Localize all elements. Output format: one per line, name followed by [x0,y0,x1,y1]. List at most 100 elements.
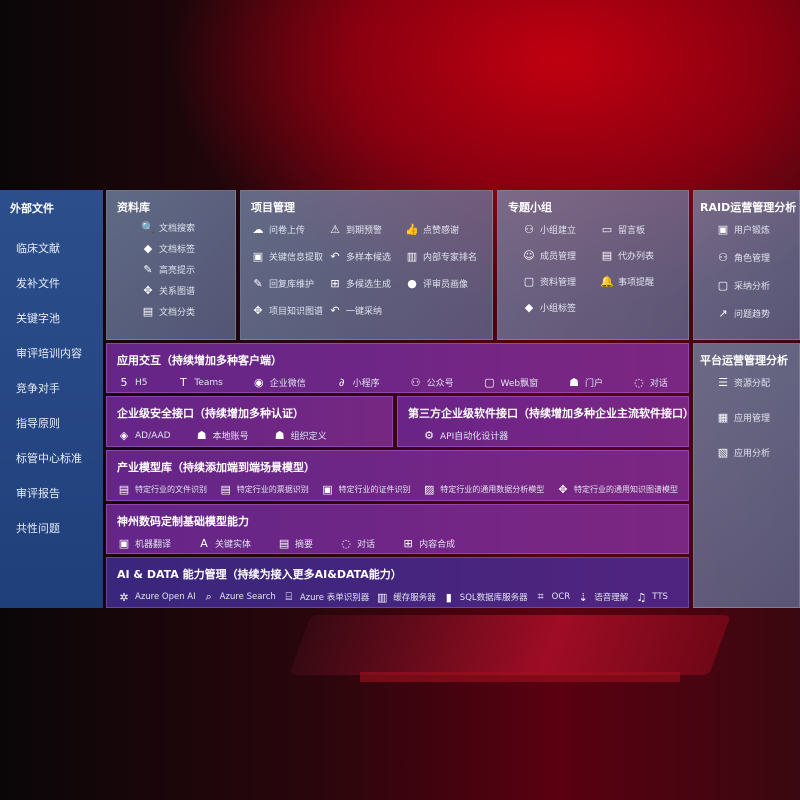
menu-item-portal[interactable]: ☗ 门户 [567,376,603,389]
menu-item-doc-category[interactable]: ▤ 文档分类 [141,305,225,318]
menu-item-trend[interactable]: ↗ 问题趋势 [716,307,793,320]
menu-item-analysis[interactable]: ▧ 应用分析 [716,446,793,459]
translate-icon: ▣ [118,537,130,550]
menu-item-bell[interactable]: 🔔 事项提醒 [600,275,678,288]
menu-item-pen[interactable]: ✎ 高亮提示 [141,263,225,276]
entity-icon: A [200,537,208,550]
menu-item-openai[interactable]: ✲ Azure Open AI [117,590,195,604]
menu-item-tts[interactable]: ♫ TTS [634,590,668,604]
menu-item-wechat[interactable]: ◉ 企业微信 [252,376,306,389]
menu-item-ocr[interactable]: ⌗ OCR [534,590,571,604]
item-label: 关系图谱 [159,287,196,297]
project-panel: 项目管理 ☁ 问卷上传 ⚠ 到期预警 👍 点赞感谢 ▣ 关键信息提取 ↶ 多样本候选 ▥ 内部专家排名… [240,190,493,340]
menu-item-add-user[interactable]: ☺ 成员管理 [522,249,600,262]
menu-item-extract[interactable]: ▣ 关键信息提取 [251,250,328,263]
external-files-panel: 外部文件 临床文献 发补文件 关键字池 审评培训内容 竞争对手 指导原则 标管中心标准 审评报… [0,190,103,608]
menu-item-search[interactable]: ⌕ Azure Search [202,590,276,604]
menu-item-form-recognizer[interactable]: ⌸ Azure 表单识别器 [282,590,370,604]
menu-item-reply[interactable]: ↶ 一键采纳 [328,304,405,317]
external-file-item[interactable]: 指导原则 [16,417,60,430]
menu-item-chat[interactable]: ◌ 对话 [632,376,668,389]
menu-item-cache[interactable]: ▥ 缓存服务器 [375,590,436,604]
thumbs-up-icon: 👍 [405,223,419,236]
menu-item-folder[interactable]: ▢ 资料管理 [522,275,600,288]
item-label: 事项提醒 [618,278,655,288]
menu-item-html5[interactable]: 5 H5 [117,376,148,389]
menu-item-thumbs-up[interactable]: 👍 点赞感谢 [405,223,482,236]
menu-item-compose[interactable]: ⊞ 内容合成 [401,537,455,550]
menu-item-receipt[interactable]: ▤ 特定行业的票据识别 [219,483,309,496]
menu-item-knowledge-graph[interactable]: ✥ 项目知识图谱 [251,304,328,317]
menu-item-chat[interactable]: ◌ 对话 [339,537,375,550]
menu-item-speech[interactable]: ⇣ 语音理解 [576,590,629,604]
menu-item-alarm[interactable]: ⚠ 到期预警 [328,223,405,236]
menu-item-knowledge-graph[interactable]: ✥ 特定行业的通用知识图谱模型 [556,483,678,496]
cache-icon: ▥ [377,590,388,604]
menu-item-users[interactable]: ⚇ 角色管理 [716,251,793,264]
item-label: 内部专家排名 [423,253,478,263]
menu-item-ranking[interactable]: ▥ 内部专家排名 [405,250,482,263]
menu-item-miniprogram[interactable]: ∂ 小程序 [335,376,380,389]
item-label: 成员管理 [540,252,577,262]
menu-item-tag[interactable]: ◆ 小组标签 [522,301,600,314]
menu-item-qa[interactable]: ▢ 采纳分析 [716,279,793,292]
item-label: Azure Search [219,592,276,602]
external-file-item[interactable]: 发补文件 [16,277,60,290]
external-file-item[interactable]: 审评培训内容 [16,347,82,360]
menu-item-local-account[interactable]: ☗ 本地账号 [195,429,249,442]
item-label: 多样本候选 [346,253,392,263]
item-label: 本地账号 [212,432,249,442]
menu-item-azure-ad[interactable]: ◈ AD/AAD [117,429,171,442]
qa-icon: ▢ [717,279,729,292]
menu-item-id-card[interactable]: ▣ 用户锻炼 [716,223,793,236]
menu-item-gear[interactable]: ⚙ API自动化设计器 [422,429,508,442]
menu-item-apps[interactable]: ▦ 应用管理 [716,411,793,424]
ocr-icon: ⌗ [537,590,544,603]
menu-item-entity[interactable]: A 关键实体 [197,537,251,550]
menu-item-tag[interactable]: ◆ 文档标签 [141,242,225,255]
user-icon: ● [407,277,417,290]
external-file-item[interactable]: 共性问题 [16,522,60,535]
menu-item-translate[interactable]: ▣ 机器翻译 [117,537,171,550]
menu-item-doc-search[interactable]: 🔍 文档搜索 [141,221,225,234]
item-label: 文档标签 [159,245,196,255]
base-model-panel: 神州数码定制基础模型能力 ▣ 机器翻译 A 关键实体 ▤ 摘要 ◌ 对话 ⊞ 内容合成 [106,504,689,554]
analysis-icon: ▧ [717,446,729,459]
external-file-item[interactable]: 标管中心标准 [16,452,82,465]
menu-item-edit[interactable]: ✎ 回复库维护 [251,277,328,290]
menu-item-bbs[interactable]: ▭ 留言板 [600,223,678,236]
menu-item-org[interactable]: ☗ 组织定义 [273,429,327,442]
menu-item-id-card[interactable]: ▣ 特定行业的证件识别 [321,483,410,496]
external-file-item[interactable]: 临床文献 [16,242,60,255]
external-file-item[interactable]: 竞争对手 [16,382,60,395]
window-icon: ▢ [484,376,495,389]
menu-item-teams[interactable]: T Teams [176,376,223,389]
wechat-icon: ◉ [253,376,264,389]
menu-item-window[interactable]: ▢ Web飘窗 [482,376,538,389]
external-file-item[interactable]: 审评报告 [16,487,60,500]
menu-item-sql[interactable]: ▮ SQL数据库服务器 [442,590,528,604]
external-file-item[interactable]: 关键字池 [16,312,60,325]
menu-item-clipboard[interactable]: ▤ 代办列表 [600,249,678,262]
item-label: H5 [135,377,148,388]
menu-item-puzzle[interactable]: ⊞ 多候选生成 [328,277,405,290]
item-label: 问题趋势 [734,310,771,320]
menu-item-reply[interactable]: ↶ 多样本候选 [328,250,405,263]
menu-item-user[interactable]: ● 评审员画像 [405,277,482,290]
menu-item-file[interactable]: ▤ 特定行业的文件识别 [117,483,207,496]
puzzle-icon: ⊞ [330,277,340,290]
menu-item-cloud-upload[interactable]: ☁ 问卷上传 [251,223,328,236]
teams-icon: T [180,376,187,389]
menu-item-chart[interactable]: ▨ 特定行业的通用数据分析模型 [422,483,544,496]
menu-item-summary[interactable]: ▤ 摘要 [277,537,313,550]
app-interaction-panel: 应用交互（持续增加多种客户端） 5 H5 T Teams ◉ 企业微信 ∂ 小程序 ⚇ 公众号 ▢ W… [106,343,689,393]
menu-item-group[interactable]: ⚇ 小组建立 [522,223,600,236]
menu-item-list[interactable]: ☰ 资源分配 [716,376,793,389]
item-label: 应用分析 [734,449,771,459]
graph-icon: ✥ [143,284,153,297]
item-label: 角色管理 [734,254,771,264]
official-account-icon: ⚇ [410,376,421,389]
menu-item-graph[interactable]: ✥ 关系图谱 [141,284,225,297]
panel-title: 应用交互（持续增加多种客户端） [117,354,282,367]
menu-item-official-account[interactable]: ⚇ 公众号 [409,376,454,389]
